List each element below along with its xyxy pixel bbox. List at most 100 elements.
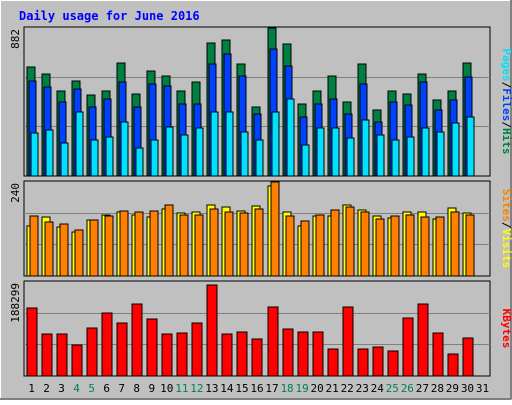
legend-item-kbytes: KBytes [500,309,512,349]
kbytes-bar-day-8 [131,303,143,377]
sites-bar-day-27 [420,216,430,277]
x-tick-label-day-25: 25 [386,382,399,395]
pages-bar-day-27 [421,127,430,177]
sites-bar-day-28 [435,216,445,277]
x-tick-label-day-13: 13 [205,382,218,395]
pages-bar-day-23 [361,119,370,177]
kbytes-bar-day-23 [357,348,369,377]
pages-bar-day-12 [195,127,204,177]
x-tick-label-day-21: 21 [326,382,339,395]
kbytes-bar-day-14 [221,333,233,377]
pages-bar-day-6 [105,136,114,177]
pages-bar-day-9 [150,139,159,177]
kbytes-bar-day-21 [327,348,339,377]
kbytes-bar-day-3 [56,333,68,377]
legend-item-sites: Sites [500,189,512,222]
x-tick-label-day-22: 22 [341,382,354,395]
x-tick-label-day-23: 23 [356,382,369,395]
sites-bar-day-2 [44,221,54,277]
kbytes-axis-max-label: 188299 [9,283,22,323]
kbytes-bar-day-25 [387,350,399,377]
pages-bar-day-11 [180,134,189,177]
hits-files-pages-legend: Pages/Files/Hits [500,49,512,155]
x-tick-label-day-16: 16 [250,382,263,395]
x-tick-label-day-4: 4 [73,382,80,395]
visits-sites-legend: Sites/Visits [500,189,512,269]
kbytes-bar-day-28 [432,332,444,377]
pages-bar-day-30 [466,116,475,177]
sites-bar-day-23 [360,211,370,277]
svg-text:KBytes: KBytes [500,309,512,349]
sites-bar-day-30 [465,214,475,277]
sites-bar-day-13 [209,208,219,277]
sites-bar-day-19 [300,220,310,277]
kbytes-bar-day-26 [402,317,414,377]
x-tick-label-day-10: 10 [160,382,173,395]
pages-bar-day-19 [301,144,310,177]
x-tick-label-day-6: 6 [103,382,110,395]
kbytes-bar-day-24 [372,346,384,377]
sites-bar-day-1 [29,215,39,277]
pages-bar-day-17 [271,111,280,177]
pages-bar-day-18 [286,98,295,177]
pages-bar-day-20 [316,127,325,177]
hits-axis-max-label: 882 [9,29,22,49]
kbytes-bar-day-29 [447,353,459,377]
pages-bar-day-3 [60,142,69,177]
x-tick-label-day-8: 8 [133,382,140,395]
sites-bar-day-6 [104,215,114,277]
kbytes-bar-day-22 [342,306,354,377]
x-tick-label-day-9: 9 [148,382,155,395]
x-tick-label-day-15: 15 [235,382,248,395]
kbytes-bar-day-7 [116,322,128,377]
x-tick-label-day-29: 29 [446,382,459,395]
sites-bar-day-5 [89,219,99,277]
x-tick-label-day-26: 26 [401,382,414,395]
sites-bar-day-29 [450,211,460,277]
kbytes-bar-day-12 [191,322,203,377]
pages-bar-day-28 [436,131,445,177]
sites-bar-day-4 [74,229,84,277]
sites-bar-day-3 [59,223,69,277]
sites-bar-day-8 [134,211,144,277]
sites-bar-day-17 [270,181,280,277]
legend-item-pages: Pages [500,49,512,82]
kbytes-bar-day-1 [26,307,38,377]
sites-bar-day-10 [164,204,174,277]
x-tick-label-day-17: 17 [265,382,278,395]
legend-item-visits: Visits [500,229,512,269]
legend-item-: / [500,82,512,89]
pages-bar-day-15 [240,131,249,177]
pages-bar-day-4 [75,111,84,177]
legend-item-files: Files [500,88,512,121]
pages-bar-day-29 [451,122,460,177]
pages-bar-day-5 [90,139,99,177]
pages-bar-day-21 [331,127,340,177]
pages-bar-day-13 [210,111,219,177]
x-tick-label-day-1: 1 [28,382,35,395]
sites-bar-day-21 [330,209,340,277]
x-tick-label-day-11: 11 [175,382,188,395]
x-tick-label-day-19: 19 [295,382,308,395]
kbytes-bar-day-16 [251,338,263,377]
pages-bar-day-22 [346,137,355,177]
pages-bar-day-25 [391,139,400,177]
pages-bar-day-2 [45,129,54,177]
pages-bar-day-16 [255,139,264,177]
svg-text:Sites/Visits: Sites/Visits [500,189,512,269]
sites-bar-day-12 [194,214,204,277]
x-tick-label-day-31: 31 [476,382,489,395]
kbytes-bar-day-17 [267,306,279,377]
pages-bar-day-7 [120,121,129,177]
x-tick-label-day-18: 18 [280,382,293,395]
svg-text:Pages/Files/Hits: Pages/Files/Hits [500,49,512,155]
sites-bar-day-18 [285,215,295,277]
legend-item-: / [500,222,512,229]
kbytes-bar-day-18 [282,328,294,377]
x-tick-label-day-14: 14 [220,382,234,395]
kbytes-bar-day-10 [161,333,173,377]
legend-item-: / [500,121,512,128]
sites-bar-day-7 [119,210,129,277]
